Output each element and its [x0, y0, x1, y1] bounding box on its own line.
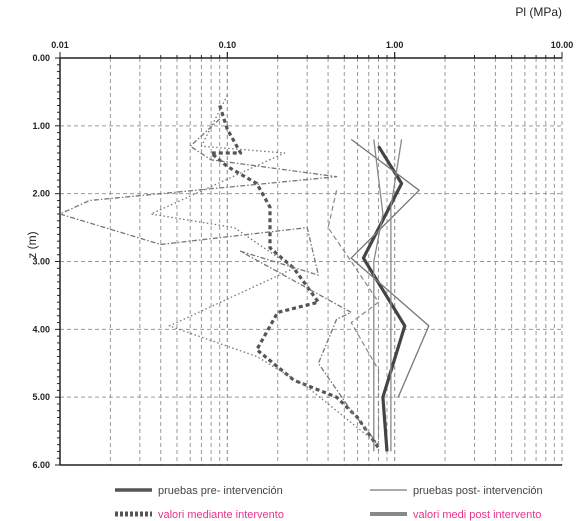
- series-line-3: [373, 139, 384, 452]
- series-line-2: [350, 138, 430, 398]
- y-tick-label: 0.00: [32, 53, 50, 63]
- tick-label-layer: 0.01 0.10 1.00 10.00 0.00 1.00 2.00 3.00 4.00 5.0…: [32, 40, 573, 470]
- y-tick-label: 5.00: [32, 392, 50, 402]
- y-tick-label: 3.00: [32, 257, 50, 267]
- series-layer: [59, 95, 430, 452]
- series-line-5: [209, 105, 380, 449]
- series-line-8: [327, 190, 380, 452]
- y-tick-label: 2.00: [32, 189, 50, 199]
- legend-label-medi-post: valori medi post intervento: [413, 509, 541, 521]
- y-tick-label: 6.00: [32, 460, 50, 470]
- series-line-7: [59, 118, 380, 446]
- series-line-4: [390, 139, 403, 452]
- grid-layer: [60, 58, 563, 465]
- y-tick-label: 4.00: [32, 324, 50, 334]
- series-line-1: [361, 145, 407, 452]
- axis-layer: [55, 52, 563, 466]
- x-tick-label: 0.01: [51, 40, 69, 50]
- legend-label-pre: pruebas pre- intervención: [158, 485, 283, 497]
- y-tick-label: 1.00: [32, 121, 50, 131]
- y-axis-title: z (m): [25, 231, 39, 258]
- x-tick-label: 0.10: [219, 40, 237, 50]
- x-tick-label: 1.00: [386, 40, 404, 50]
- legend: pruebas pre- intervención pruebas post- …: [115, 485, 543, 521]
- legend-label-mediante: valori mediante intervento: [158, 509, 284, 521]
- x-axis-title: Pl (MPa): [515, 5, 562, 19]
- legend-label-post: pruebas post- intervención: [413, 485, 543, 497]
- x-tick-label: 10.00: [551, 40, 574, 50]
